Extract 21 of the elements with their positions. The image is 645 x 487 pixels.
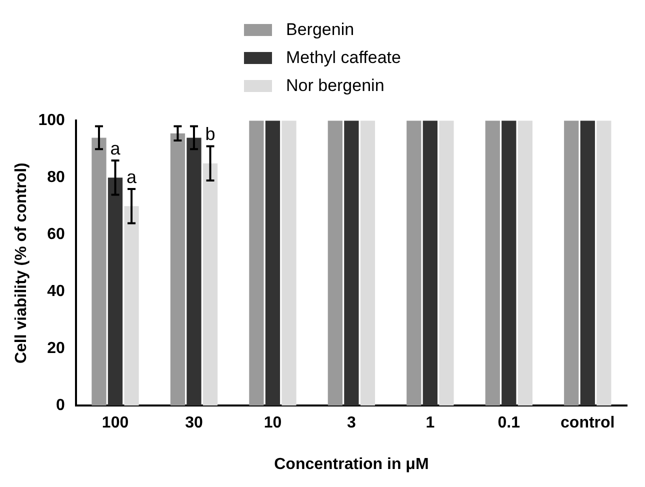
legend-label: Bergenin [286, 20, 354, 40]
annotation: b [205, 124, 216, 144]
y-tick-label: 0 [56, 397, 65, 414]
y-tick-label: 80 [47, 169, 65, 186]
x-tick-label: 100 [102, 414, 129, 432]
annotation: a [110, 138, 122, 158]
y-tick-label: 20 [47, 340, 65, 358]
x-tick-label: 10 [264, 414, 282, 432]
y-axis-title: Cell viability (% of control) [13, 162, 30, 364]
x-tick-label: 3 [346, 414, 356, 432]
y-tick-label: 60 [47, 226, 65, 244]
legend-label: Nor bergenin [286, 76, 384, 96]
x-axis-title: Concentration in μM [274, 456, 429, 473]
x-tick-label: 30 [185, 414, 203, 432]
x-tick-label: 0.1 [498, 414, 520, 432]
y-tick-label: 40 [47, 283, 65, 300]
x-tick-label: control [560, 414, 615, 432]
y-tick-label: 100 [38, 112, 65, 130]
annotation: a [126, 166, 138, 187]
x-tick-label: 1 [426, 414, 435, 432]
legend-label: Methyl caffeate [286, 48, 401, 68]
